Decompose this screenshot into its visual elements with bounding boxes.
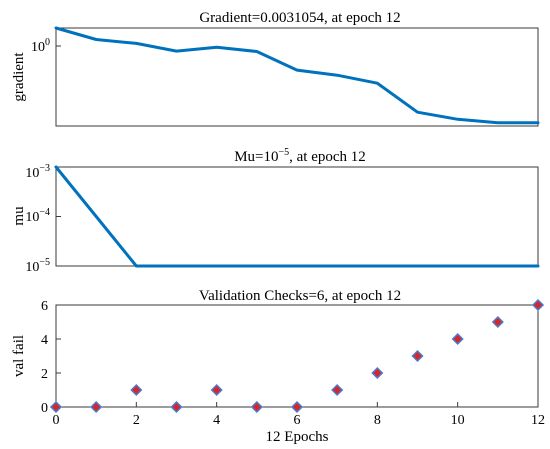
val-fail-point <box>210 383 223 397</box>
val-fail-point <box>90 400 103 414</box>
mu-ytick-exp: −5 <box>39 257 50 268</box>
mu-title-exp: −5 <box>279 147 290 158</box>
y-tick-label: 2 <box>41 367 48 382</box>
mu-ytick-base: 10 <box>25 210 39 225</box>
gradient-ylabel: gradient <box>11 52 27 102</box>
val-fail-point <box>371 366 384 380</box>
x-tick-label: 10 <box>451 413 465 428</box>
x-tick-label: 4 <box>213 413 220 428</box>
validation-title: Validation Checks=6, at epoch 12 <box>199 288 401 304</box>
mu-axes <box>55 166 539 267</box>
mu-ytick-label: 10−5 <box>25 257 50 275</box>
mu-title: Mu=10−5, at epoch 12 <box>234 147 366 165</box>
y-tick-label: 4 <box>41 333 48 348</box>
x-tick-label: 0 <box>53 413 60 428</box>
validation-series <box>49 298 545 414</box>
mu-series <box>54 165 540 268</box>
gradient-panel: Gradient=0.0031054, at epoch 12 100 grad… <box>11 10 540 127</box>
x-tick-label: 12 <box>531 413 545 428</box>
gradient-series <box>54 26 540 125</box>
val-fail-point <box>290 400 304 414</box>
mu-panel: Mu=10−5, at epoch 12 10−3 10−4 10−5 mu <box>11 147 540 275</box>
mu-title-suffix: , at epoch 12 <box>289 149 366 165</box>
mu-ytick-base: 10 <box>25 260 39 275</box>
mu-ytick-exp: −3 <box>39 163 50 174</box>
validation-ylabel: val fail <box>11 335 27 377</box>
gradient-ytick-exp: 0 <box>45 37 50 48</box>
mu-title-prefix: Mu=10 <box>234 149 278 165</box>
validation-xlabel: 12 Epochs <box>266 429 329 445</box>
val-fail-point <box>451 332 464 346</box>
val-fail-point <box>491 315 504 329</box>
x-tick-label: 2 <box>133 413 140 428</box>
val-fail-point <box>531 298 545 312</box>
val-fail-point <box>331 383 344 397</box>
validation-axes <box>55 304 539 408</box>
val-fail-point <box>49 400 63 414</box>
y-tick-label: 6 <box>41 299 48 314</box>
val-fail-point <box>250 400 263 414</box>
mu-ylabel: mu <box>11 206 27 226</box>
gradient-line <box>54 26 540 125</box>
val-fail-point <box>170 400 183 414</box>
mu-ytick-base: 10 <box>25 166 39 181</box>
y-tick-label: 0 <box>41 401 48 416</box>
val-fail-point <box>411 349 424 363</box>
val-fail-point <box>130 383 143 397</box>
mu-ytick-label: 10−3 <box>25 163 50 181</box>
mu-line <box>54 165 540 268</box>
validation-panel: Validation Checks=6, at epoch 12 0 2 4 6 8 10… <box>11 288 545 445</box>
x-tick-label: 8 <box>374 413 381 428</box>
mu-ytick-exp: −4 <box>39 207 50 218</box>
gradient-ytick-label: 100 <box>31 37 50 55</box>
gradient-ytick-base: 10 <box>31 40 45 55</box>
mu-ytick-label: 10−4 <box>25 207 50 225</box>
x-tick-label: 6 <box>294 413 301 428</box>
gradient-title: Gradient=0.0031054, at epoch 12 <box>199 10 400 26</box>
